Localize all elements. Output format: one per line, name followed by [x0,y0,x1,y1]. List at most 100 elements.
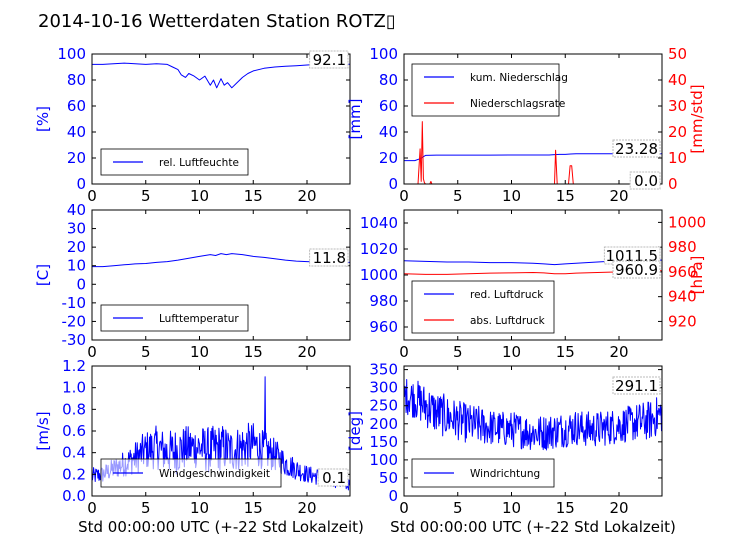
y-tick-label: 960 [369,318,398,336]
value-label: 23.28 [615,140,658,158]
y-tick-label: 100 [369,45,398,63]
x-tick-label: 20 [297,343,316,361]
x-tick-label: 10 [190,499,209,517]
series-line-temperature-0 [92,253,350,268]
y-tick-label: 250 [369,397,398,415]
y-tick-label: 0 [76,175,86,193]
y-tick-label: 40 [379,123,398,141]
y-tick-label: 40 [67,123,86,141]
x-tick-label: 10 [502,343,521,361]
y2-tick-label: 50 [668,45,687,63]
y-tick-label: -20 [62,312,87,330]
x-tick-label: 10 [502,499,521,517]
y-tick-label: -30 [62,331,87,349]
y2-tick-label: 10 [668,149,687,167]
x-tick-label: 0 [87,343,97,361]
value-label-box [317,468,349,487]
legend-box [411,280,555,334]
x-tick-label: 5 [141,343,151,361]
y-tick-label: 20 [379,149,398,167]
value-label-box [612,139,661,158]
y-tick-label: 0.4 [62,444,86,462]
x-tick-label: 15 [244,499,263,517]
y-tick-label: 60 [379,97,398,115]
y-tick-label: 20 [67,149,86,167]
y-axis-label: [mm] [346,99,364,140]
y2-tick-label: 940 [668,288,697,306]
y-tick-label: 100 [369,451,398,469]
y-tick-label: 0 [388,487,398,505]
y-tick-label: 100 [57,45,86,63]
x-tick-label: 0 [399,343,409,361]
y-tick-label: 300 [369,379,398,397]
x-tick-label: 20 [297,499,316,517]
series-group [404,379,662,451]
x-tick-label: 5 [453,187,463,205]
y-tick-label: 0.6 [62,422,86,440]
y2-tick-label: 960 [668,263,697,281]
legend-entry: red. Luftdruck [470,289,544,301]
y2-axis-label: [mm/std] [688,84,706,153]
panel-precipitation: 0 5 10 15 20 0 20 40 60 80 100 0 10 20 30 40 50 [mm] [mm/s… [346,45,706,205]
series-group [404,121,662,184]
value-label-secondary: 960.9 [615,261,658,279]
value-label-secondary-box [612,260,661,279]
y-tick-label: 0.0 [62,487,86,505]
x-tick-label: 0 [399,499,409,517]
value-label: 11.8 [313,249,346,267]
y-tick-label: 150 [369,433,398,451]
x-tick-label: 20 [297,187,316,205]
legend-entry: abs. Luftdruck [470,315,546,327]
y-tick-label: 1.2 [62,357,86,375]
legend: Lufttemperatur [100,304,249,332]
figure-title: 2014-10-16 Wetterdaten Station ROTZ▯ [38,11,396,32]
legend-box [411,63,560,117]
y-tick-label: 0.8 [62,400,86,418]
series-line-pressure-1 [404,270,662,275]
x-tick-label: 15 [244,343,263,361]
series-line-humidity-0 [92,62,350,89]
x-tick-label: 0 [87,499,97,517]
x-axis-label: Std 00:00:00 UTC (+-22 Std Lokalzeit) [390,518,676,536]
legend: Windrichtung [411,458,555,488]
axes-frame [403,365,663,497]
y-tick-label: 80 [67,71,86,89]
value-label-secondary-box [629,171,661,190]
axes-frame [91,209,351,341]
y-tick-label: 30 [67,220,86,238]
series-group [92,62,350,89]
y-tick-label: 0 [76,275,86,293]
series-line-windspeed-0 [92,376,350,491]
y-tick-label: 1000 [360,266,398,284]
axes-frame [403,53,663,185]
y-tick-label: -10 [62,294,87,312]
y-tick-label: 200 [369,415,398,433]
y-tick-label: 350 [369,361,398,379]
panel-temperature: 0 5 10 15 20-30-20-10010203040[C]11.8Lufttem… [34,201,351,361]
value-label-box [309,50,349,69]
x-tick-label: 10 [502,187,521,205]
x-tick-label: 15 [244,187,263,205]
y-axis-label: [C] [34,264,52,286]
x-tick-label: 15 [556,187,575,205]
x-tick-label: 10 [190,187,209,205]
y-tick-label: 80 [379,71,398,89]
x-tick-label: 20 [609,343,628,361]
value-label-box [612,376,661,395]
y2-tick-label: 0 [668,175,678,193]
x-tick-label: 20 [609,187,628,205]
y-tick-label: 0 [388,175,398,193]
legend-entry: Windgeschwindigkeit [159,468,270,480]
x-tick-label: 0 [399,187,409,205]
series-line-precipitation-0 [404,153,662,162]
panel-windspeed: 0 5 10 15 20 0.0 0.2 0.4 0.6 0.8 1.0 1.2 [m/s] Std 00… [34,357,364,536]
x-axis-label: Std 00:00:00 UTC (+-22 Std Lokalzeit) [78,518,364,536]
series-group [92,253,350,268]
x-tick-label: 5 [141,187,151,205]
x-tick-label: 5 [453,343,463,361]
legend-entry: rel. Luftfeuchte [159,157,239,169]
x-tick-label: 10 [190,343,209,361]
value-label: 0.1 [322,469,346,487]
